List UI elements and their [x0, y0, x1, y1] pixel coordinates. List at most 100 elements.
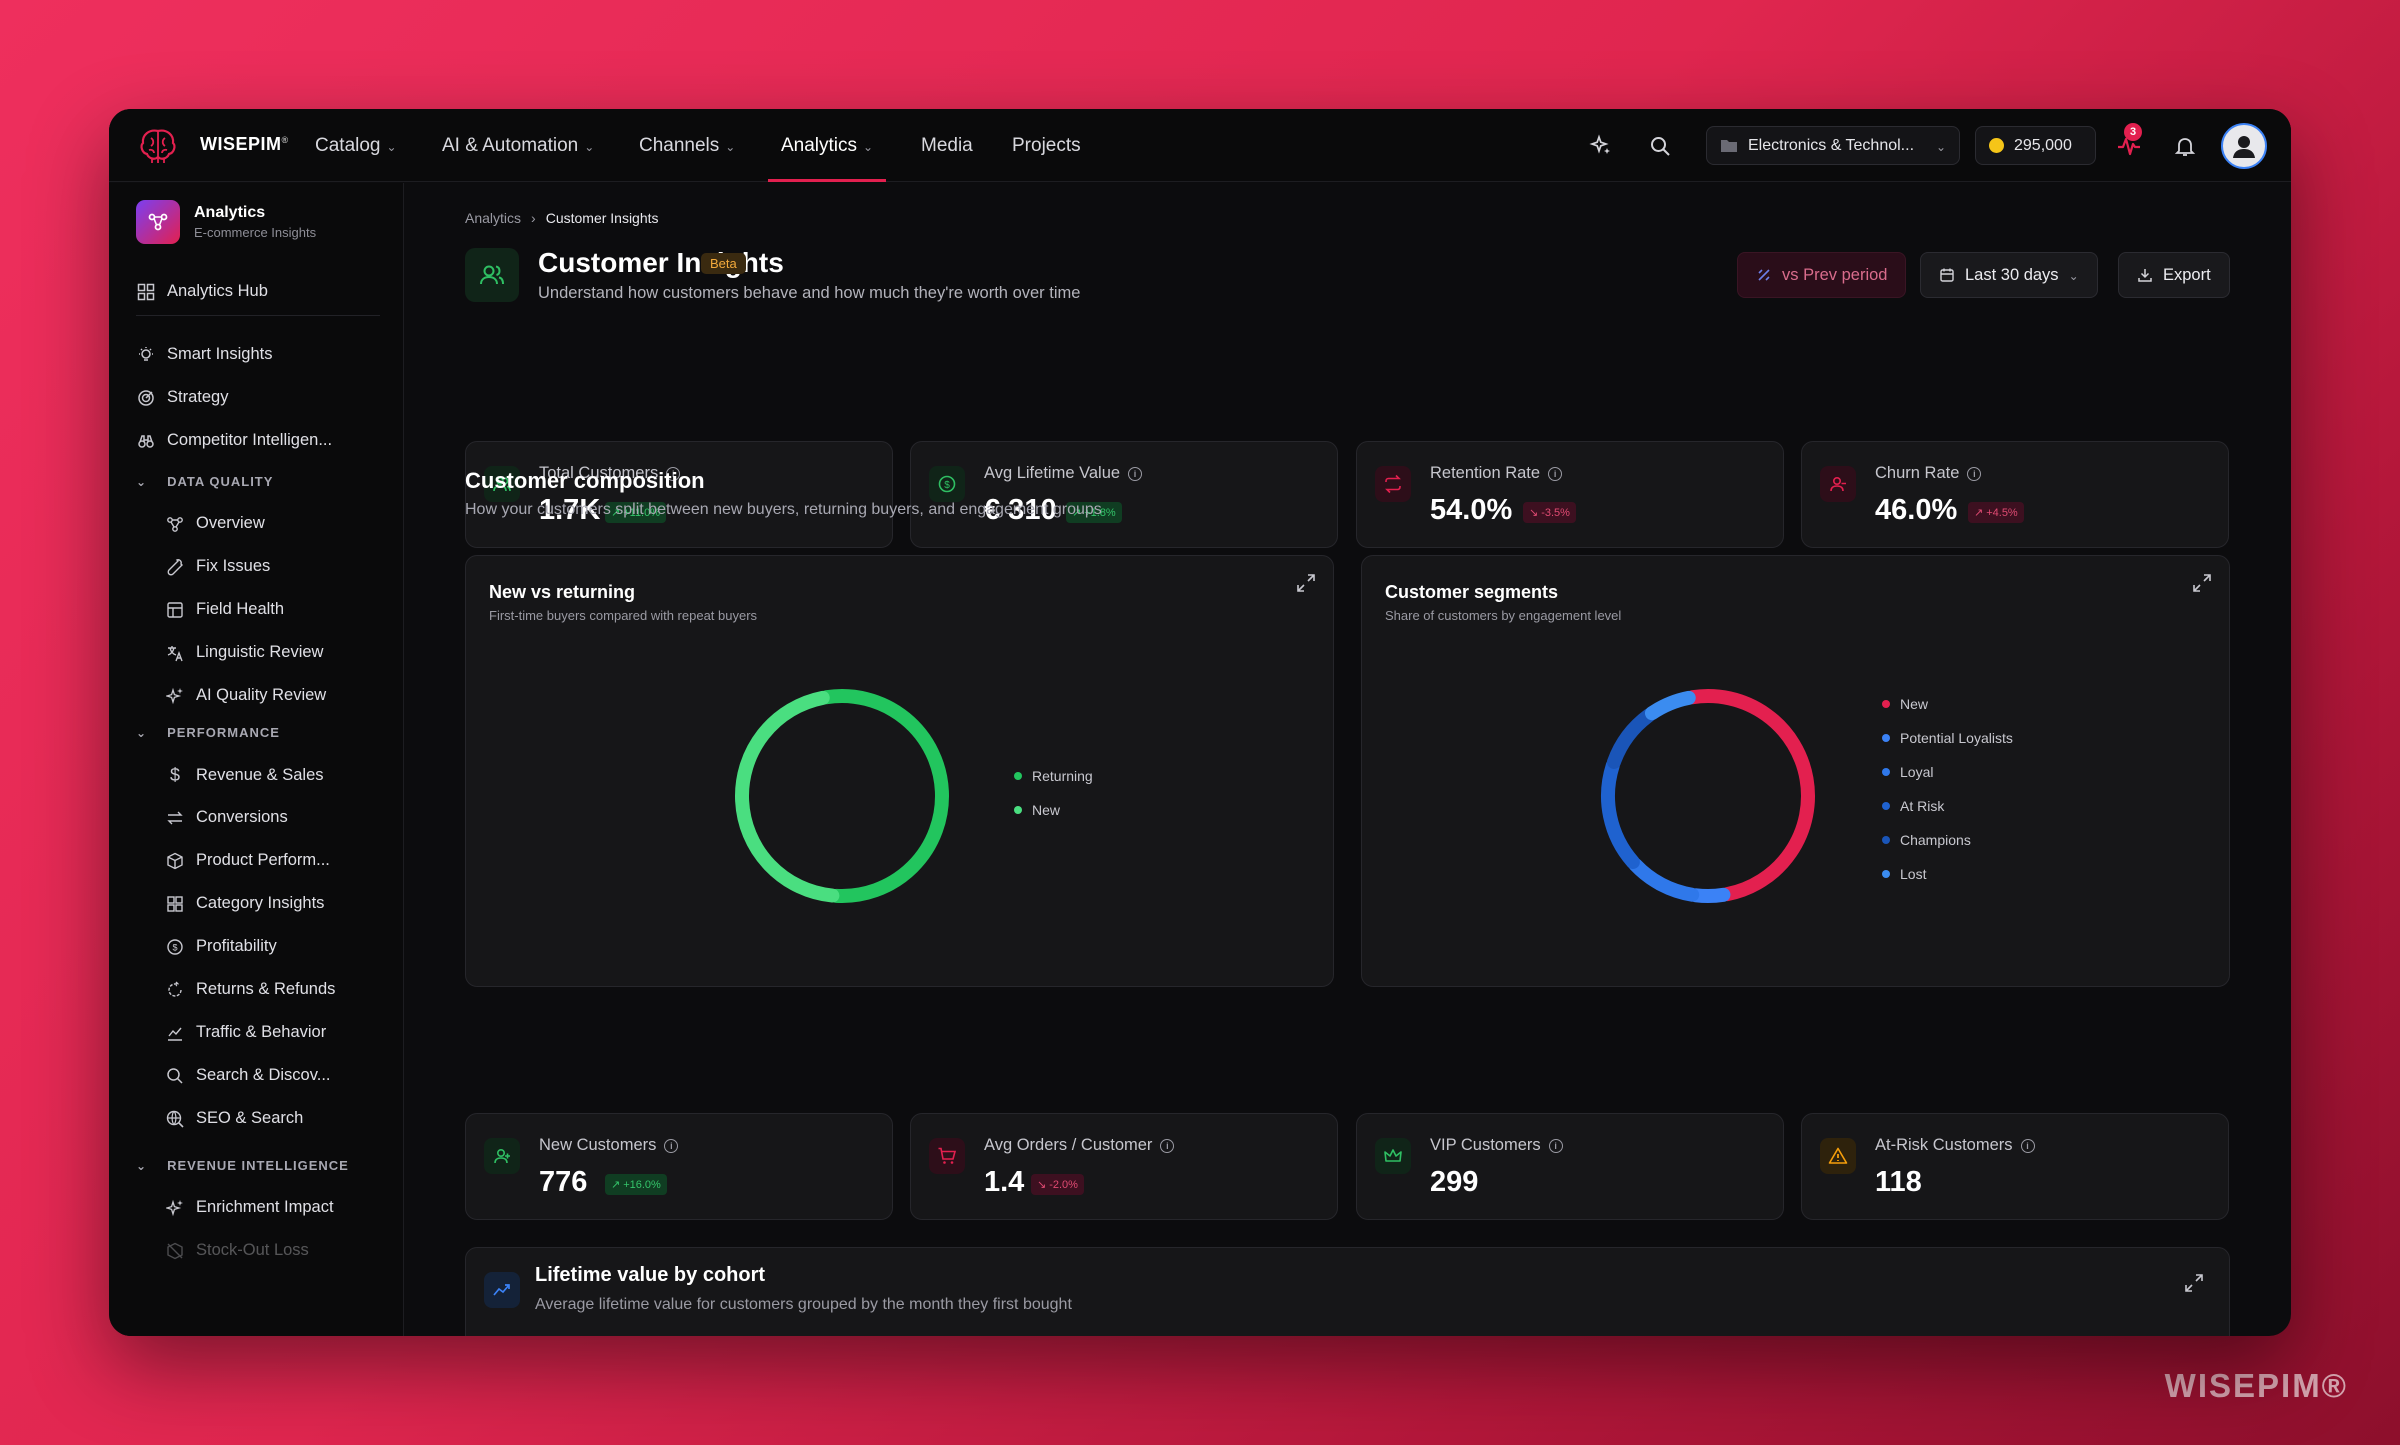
sidebar-title: Analytics	[194, 204, 266, 221]
workspace-selector[interactable]: Electronics & Technol... ⌄	[1706, 126, 1960, 165]
section-title-composition: Customer composition	[465, 468, 705, 493]
sidebar-item-conversions[interactable]: Conversions	[166, 808, 288, 827]
nav-channels[interactable]: Channels ⌄	[639, 134, 736, 156]
nav-catalog[interactable]: Catalog ⌄	[315, 134, 397, 156]
info-icon[interactable]: i	[1548, 1138, 1563, 1153]
export-button[interactable]: Export	[2118, 252, 2230, 298]
info-icon[interactable]: i	[1967, 466, 1982, 481]
breadcrumb-analytics[interactable]: Analytics	[465, 210, 522, 226]
user-plus-icon	[484, 1138, 520, 1174]
download-icon	[2138, 269, 2152, 282]
ltv-by-cohort-card: Lifetime value by cohort Average lifetim…	[465, 1247, 2230, 1336]
sidebar-item-overview[interactable]: Overview	[166, 514, 265, 533]
chevron-down-icon: ⌄	[725, 139, 736, 154]
nav-media[interactable]: Media	[921, 134, 973, 156]
kpi-value: 1.4	[984, 1166, 1025, 1198]
sidebar-item-seo-search[interactable]: SEO & Search	[166, 1109, 303, 1128]
user-avatar-icon[interactable]	[2221, 123, 2267, 169]
new-vs-returning-card: New vs returning First-time buyers compa…	[465, 555, 1334, 987]
info-icon[interactable]: i	[1548, 466, 1563, 481]
page-title: Customer Insights	[538, 247, 784, 278]
brain-logo-icon[interactable]	[137, 126, 179, 164]
sidebar-item-category-insights[interactable]: Category Insights	[166, 894, 324, 913]
sidebar-item-search-discovery[interactable]: Search & Discov...	[166, 1066, 331, 1085]
svg-text:$: $	[944, 480, 950, 491]
compare-prev-period-button[interactable]: vs Prev period	[1737, 252, 1907, 298]
donut-slice-returning[interactable]	[819, 689, 949, 903]
sidebar-scroll-fade	[109, 1323, 403, 1336]
kpi-total-customers: Total Customers i 1.7K ↗ +11.0%	[465, 441, 893, 548]
legend-item: Returning	[1014, 768, 1093, 784]
activity-icon[interactable]	[2114, 131, 2144, 161]
donut-slice-at-risk[interactable]	[1601, 758, 1640, 869]
sidebar-item-stock-out-loss[interactable]: Stock-Out Loss	[166, 1241, 309, 1260]
nav-ai-automation[interactable]: AI & Automation ⌄	[442, 134, 595, 156]
nav-projects[interactable]: Projects	[1012, 134, 1081, 156]
chevron-down-icon: ⌄	[136, 474, 148, 489]
date-range-button[interactable]: Last 30 days ⌄	[1920, 252, 2098, 298]
kpi-value: 118	[1875, 1166, 1922, 1198]
sidebar-item-linguistic-review[interactable]: Linguistic Review	[166, 643, 323, 662]
bell-icon[interactable]	[2170, 131, 2200, 161]
sidebar-item-enrichment-impact[interactable]: Enrichment Impact	[166, 1198, 334, 1217]
breadcrumb: Analytics › Customer Insights	[465, 210, 659, 226]
sidebar-item-smart-insights[interactable]: Smart Insights	[137, 345, 272, 364]
donut-slice-lost[interactable]	[1644, 690, 1696, 721]
info-icon[interactable]: i	[666, 466, 681, 481]
expand-icon[interactable]	[1295, 572, 1317, 594]
chevron-down-icon: ⌄	[136, 1158, 148, 1173]
sidebar-item-strategy[interactable]: Strategy	[137, 388, 228, 407]
sidebar-item-ai-quality-review[interactable]: AI Quality Review	[166, 686, 326, 705]
info-icon[interactable]: i	[664, 1138, 679, 1153]
sidebar-item-profitability[interactable]: $ Profitability	[166, 937, 277, 956]
chevron-down-icon: ⌄	[863, 139, 874, 154]
calendar-icon	[1940, 268, 1954, 282]
sidebar-section-data-quality[interactable]: ⌄ DATA QUALITY	[136, 474, 274, 489]
legend-item: Potential Loyalists	[1882, 730, 2013, 746]
donut-slice-new[interactable]	[735, 690, 840, 903]
card-title: Customer segments	[1385, 582, 1559, 602]
nav-analytics[interactable]: Analytics ⌄	[767, 109, 887, 182]
sidebar-item-returns-refunds[interactable]: Returns & Refunds	[166, 980, 335, 999]
info-icon[interactable]: i	[1160, 1138, 1175, 1153]
kpi-delta-badge: ↗ +1.8%	[1066, 502, 1122, 523]
legend-item: New	[1014, 802, 1093, 818]
kpi-value: 54.0%	[1430, 494, 1513, 526]
kpi-churn-rate: Churn Rate i 46.0% ↗ +4.5%	[1801, 441, 2229, 548]
sidebar-section-revenue-intelligence[interactable]: ⌄ REVENUE INTELLIGENCE	[136, 1158, 349, 1173]
expand-icon[interactable]	[2191, 572, 2213, 594]
sidebar-item-fix-issues[interactable]: Fix Issues	[166, 557, 270, 576]
user-minus-icon	[1820, 466, 1856, 502]
sidebar-item-revenue-sales[interactable]: $ Revenue & Sales	[166, 765, 324, 786]
donut-slice-potential-loyalists[interactable]	[1688, 887, 1731, 903]
trend-chart-icon	[168, 1027, 182, 1041]
expand-icon[interactable]	[2183, 1272, 2205, 1294]
search-icon[interactable]	[1645, 131, 1675, 161]
donut-slice-champions[interactable]	[1606, 708, 1656, 769]
grid-icon	[137, 283, 155, 300]
credits-balance[interactable]: 295,000	[1975, 126, 2096, 165]
box-icon	[167, 852, 183, 869]
arrows-exchange-icon	[167, 811, 183, 824]
kpi-vip-customers: VIP Customers i 299	[1356, 1113, 1784, 1220]
donut-slice-new[interactable]	[1685, 689, 1815, 902]
kpi-retention-rate: Retention Rate i 54.0% ↘ -3.5%	[1356, 441, 1784, 548]
sidebar-item-analytics-hub[interactable]: Analytics Hub	[137, 282, 268, 301]
sparkles-icon[interactable]	[1586, 131, 1616, 161]
sidebar-section-performance[interactable]: ⌄ PERFORMANCE	[136, 725, 280, 740]
sidebar: Analytics E-commerce Insights Analytics …	[109, 183, 404, 1336]
globe-search-icon	[166, 1110, 184, 1128]
sidebar-item-product-performance[interactable]: Product Perform...	[166, 851, 330, 870]
kpi-value: € 310	[984, 494, 1057, 526]
sidebar-item-competitor-intelligence[interactable]: Competitor Intelligen...	[137, 431, 332, 450]
donut-slice-loyal[interactable]	[1628, 857, 1700, 902]
info-icon[interactable]: i	[2020, 1138, 2035, 1153]
info-icon[interactable]: i	[1128, 466, 1143, 481]
kpi-avg-lifetime-value: $ Avg Lifetime Value i € 310 ↗ +1.8%	[910, 441, 1338, 548]
grid-icon	[167, 895, 183, 912]
kpi-at-risk-customers: At-Risk Customers i 118	[1801, 1113, 2229, 1220]
beta-badge: Beta	[701, 253, 746, 274]
customer-segments-legend: New Potential Loyalists Loyal At Risk Ch…	[1882, 696, 2013, 882]
sidebar-item-traffic-behavior[interactable]: Traffic & Behavior	[166, 1023, 326, 1042]
sidebar-item-field-health[interactable]: Field Health	[166, 600, 284, 619]
